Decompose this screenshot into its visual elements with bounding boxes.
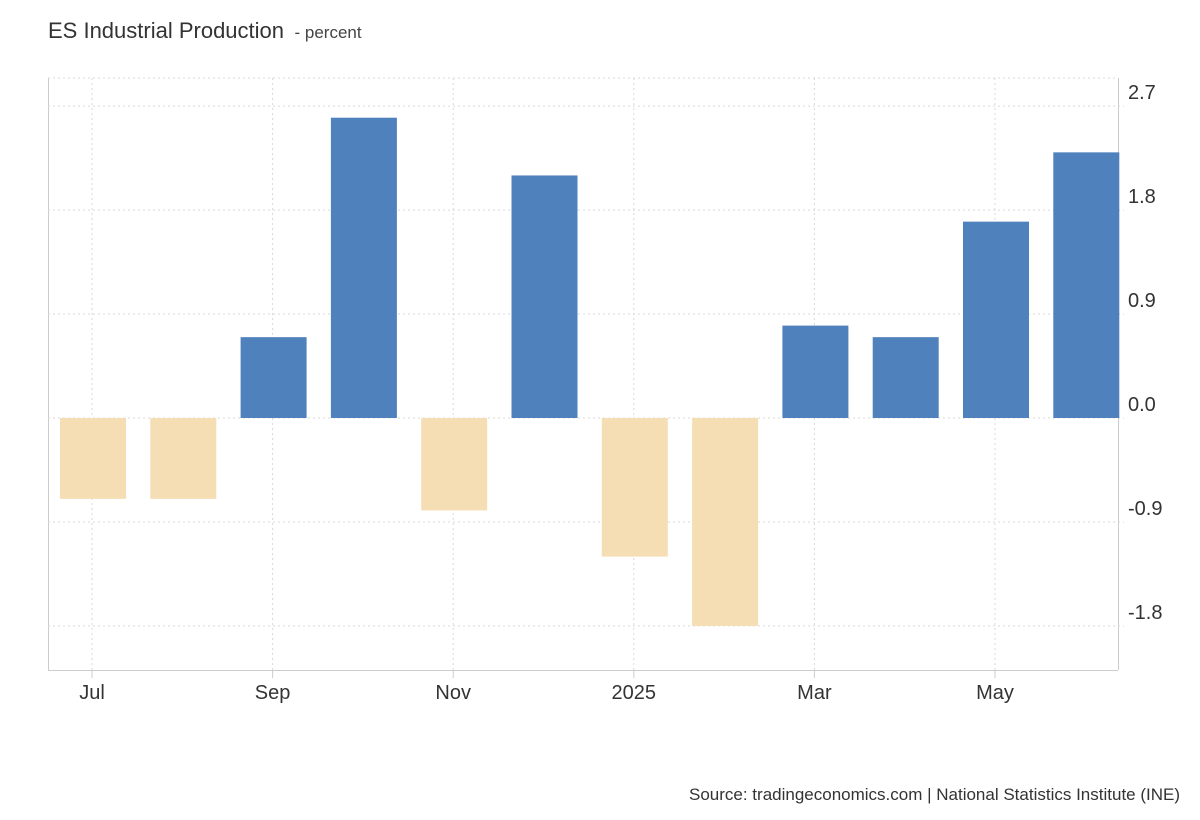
bar (1053, 152, 1120, 418)
x-tick-label: Mar (797, 682, 832, 704)
y-tick-label: 2.7 (1128, 82, 1156, 104)
y-tick-label: 1.8 (1128, 186, 1156, 208)
chart-subtitle: - percent (294, 23, 362, 42)
bar (782, 325, 849, 418)
y-tick-label: 0.0 (1128, 394, 1156, 416)
bar (511, 175, 578, 418)
bar (240, 337, 307, 418)
bar (963, 221, 1029, 418)
bar (60, 418, 126, 499)
x-tick-label: May (976, 682, 1014, 704)
bar (692, 418, 759, 626)
bar (330, 117, 397, 418)
chart-title: ES Industrial Production (48, 18, 285, 43)
y-tick-label: -1.8 (1128, 602, 1162, 624)
x-tick-label: Sep (255, 682, 291, 704)
x-tick-label: 2025 (612, 682, 657, 704)
bar (421, 418, 488, 511)
bar (150, 418, 217, 499)
y-tick-label: -0.9 (1128, 498, 1162, 520)
bar (601, 418, 668, 557)
x-tick-label: Jul (79, 682, 105, 704)
y-tick-label: 0.9 (1128, 290, 1156, 312)
bar (872, 337, 939, 418)
chart-title-block: ES Industrial Production - percent (48, 18, 362, 44)
x-tick-label: Nov (435, 682, 471, 704)
source-note: Source: tradingeconomics.com | National … (689, 785, 1180, 804)
